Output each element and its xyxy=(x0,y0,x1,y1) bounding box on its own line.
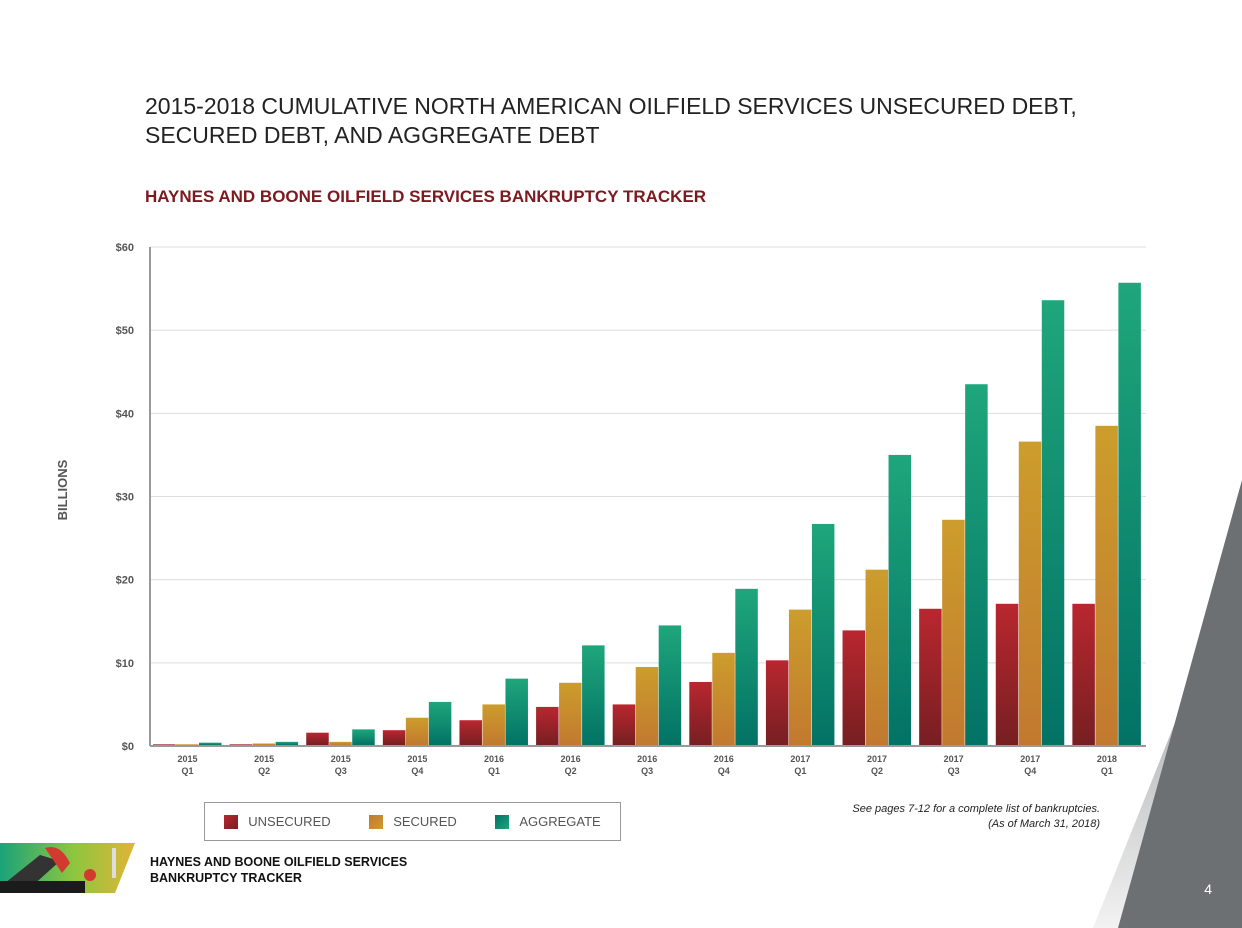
bar-secured xyxy=(788,609,812,745)
bar-aggregate xyxy=(352,729,375,745)
footer-line: BANKRUPTCY TRACKER xyxy=(150,871,302,885)
x-tick-label: Q1 xyxy=(488,766,500,776)
bar-aggregate xyxy=(1041,300,1065,745)
x-tick-label: 2017 xyxy=(790,754,810,764)
x-tick-label: 2015 xyxy=(331,754,351,764)
x-tick-label: Q2 xyxy=(871,766,883,776)
x-tick-label: 2015 xyxy=(177,754,197,764)
footer-line: HAYNES AND BOONE OILFIELD SERVICES xyxy=(150,855,408,869)
chart-subtitle: HAYNES AND BOONE OILFIELD SERVICES BANKR… xyxy=(145,187,707,206)
x-tick-label: Q4 xyxy=(411,766,423,776)
note-date: (As of March 31, 2018) xyxy=(988,818,1100,830)
bar-aggregate xyxy=(1118,282,1141,745)
x-tick-label: Q4 xyxy=(1024,766,1036,776)
bar-unsecured xyxy=(1072,603,1095,745)
bar-unsecured xyxy=(689,681,712,745)
x-tick-label: 2017 xyxy=(1020,754,1040,764)
legend-label: UNSECURED xyxy=(248,814,331,829)
page-number: 4 xyxy=(1204,881,1212,897)
y-tick-label: $10 xyxy=(116,658,134,670)
x-tick-label: 2016 xyxy=(561,754,581,764)
bar-secured xyxy=(252,743,276,745)
bar-secured xyxy=(865,569,889,745)
x-tick-label: 2018 xyxy=(1097,754,1117,764)
bar-aggregate xyxy=(582,645,605,745)
x-tick-label: Q3 xyxy=(641,766,653,776)
bar-aggregate xyxy=(428,701,452,745)
chart-note: See pages 7-12 for a complete list of ba… xyxy=(852,802,1100,832)
bar-aggregate xyxy=(888,454,912,745)
x-tick-label: 2015 xyxy=(254,754,274,764)
x-tick-label: 2016 xyxy=(637,754,657,764)
x-tick-label: 2017 xyxy=(944,754,964,764)
bar-secured xyxy=(176,744,199,745)
bar-secured xyxy=(1095,425,1118,745)
x-tick-label: Q3 xyxy=(948,766,960,776)
bar-aggregate xyxy=(505,678,528,745)
x-tick-label: Q3 xyxy=(335,766,347,776)
bar-unsecured xyxy=(153,744,176,745)
bar-unsecured xyxy=(229,744,253,745)
footer-title: HAYNES AND BOONE OILFIELD SERVICES BANKR… xyxy=(150,854,407,886)
bar-aggregate xyxy=(965,384,988,745)
bar-unsecured xyxy=(842,630,866,745)
bar-aggregate xyxy=(275,741,299,745)
x-tick-label: 2016 xyxy=(484,754,504,764)
legend-label: AGGREGATE xyxy=(519,814,601,829)
bar-secured xyxy=(559,682,582,745)
bar-aggregate xyxy=(811,523,835,745)
bar-secured xyxy=(482,704,505,745)
bar-aggregate xyxy=(199,742,222,745)
y-tick-label: $30 xyxy=(116,492,134,504)
x-tick-label: 2017 xyxy=(867,754,887,764)
x-tick-label: Q1 xyxy=(1101,766,1113,776)
bar-unsecured xyxy=(919,608,942,745)
y-tick-label: $60 xyxy=(116,242,134,254)
bar-unsecured xyxy=(382,730,406,745)
legend-swatch xyxy=(369,814,384,829)
bar-secured xyxy=(329,741,352,745)
legend-item-aggregate: AGGREGATE xyxy=(495,814,601,829)
y-axis-label: BILLIONS xyxy=(55,459,70,520)
legend-swatch xyxy=(495,814,510,829)
legend-item-secured: SECURED xyxy=(369,814,457,829)
bar-secured xyxy=(712,652,735,745)
bar-unsecured xyxy=(536,706,559,745)
bar-secured xyxy=(1018,441,1042,745)
bar-secured xyxy=(635,666,659,745)
legend-item-unsecured: UNSECURED xyxy=(224,814,331,829)
bar-secured xyxy=(405,717,429,745)
bar-aggregate xyxy=(658,625,682,745)
y-tick-label: $40 xyxy=(116,408,134,420)
x-tick-label: Q2 xyxy=(565,766,577,776)
oilfield-pumpjack-logo xyxy=(0,843,135,893)
page-title: 2015-2018 CUMULATIVE NORTH AMERICAN OILF… xyxy=(145,93,1077,148)
x-tick-label: Q2 xyxy=(258,766,270,776)
x-tick-label: 2016 xyxy=(714,754,734,764)
note-line: See pages 7-12 for a complete list of ba… xyxy=(852,803,1100,815)
bar-aggregate xyxy=(735,588,758,745)
bar-unsecured xyxy=(306,732,329,745)
legend-swatch xyxy=(224,814,239,829)
y-tick-label: $50 xyxy=(116,325,134,337)
x-tick-label: Q1 xyxy=(181,766,193,776)
x-tick-label: Q4 xyxy=(718,766,730,776)
y-tick-label: $20 xyxy=(116,575,134,587)
legend-label: SECURED xyxy=(393,814,457,829)
bar-unsecured xyxy=(612,704,636,745)
x-tick-label: Q1 xyxy=(794,766,806,776)
bar-secured xyxy=(942,519,965,745)
bar-unsecured xyxy=(459,720,482,745)
bar-unsecured xyxy=(995,603,1019,745)
chart-legend: UNSECURED SECURED AGGREGATE xyxy=(204,802,621,841)
y-tick-label: $0 xyxy=(122,741,134,753)
x-tick-label: 2015 xyxy=(407,754,427,764)
bar-chart: $0 $10 $20 $30 $40 $50 $60 2015 Q1 2015 Q2 2015 Q3 2… xyxy=(55,242,1146,776)
bar-unsecured xyxy=(765,660,789,745)
